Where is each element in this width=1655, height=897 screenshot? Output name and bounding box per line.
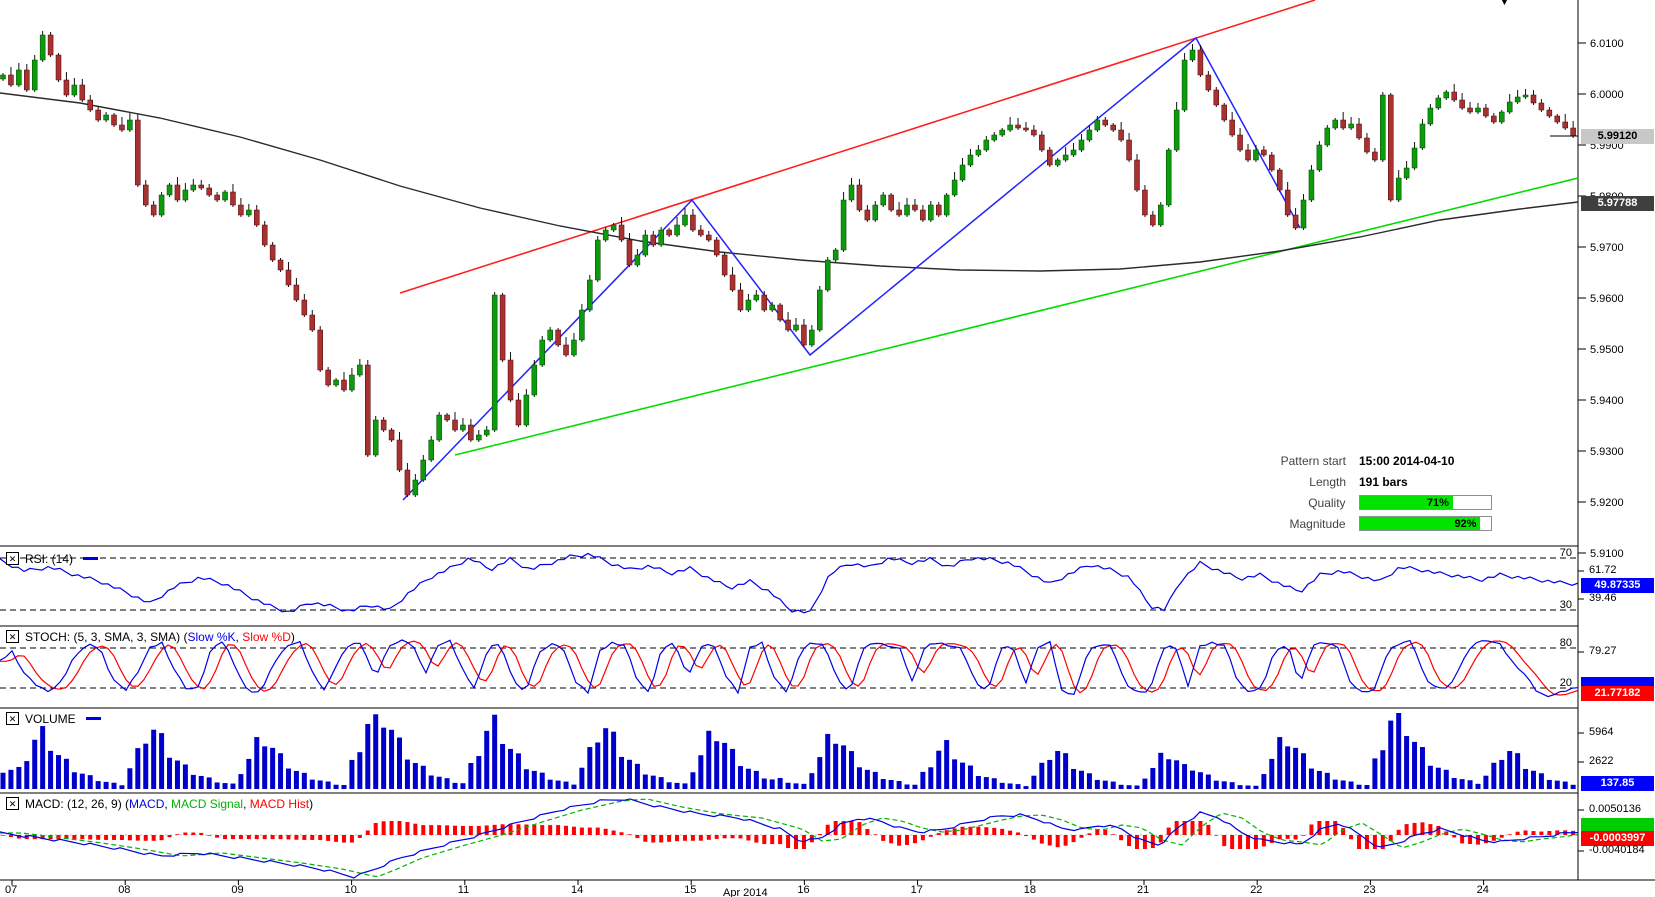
- volume-panel-header: ✕ VOLUME: [6, 711, 101, 726]
- stoch-d-value-box: 21.77182: [1581, 686, 1654, 701]
- svg-text:23: 23: [1363, 884, 1375, 896]
- svg-text:14: 14: [571, 884, 583, 896]
- svg-text:30: 30: [1560, 599, 1572, 611]
- svg-text:21: 21: [1137, 884, 1149, 896]
- rsi-axis-label-upper: 61.72: [1589, 564, 1617, 576]
- magnitude-progress-fill: 92%: [1359, 517, 1481, 530]
- svg-text:24: 24: [1477, 884, 1489, 896]
- pattern-start-row: Pattern start 15:00 2014-04-10: [1240, 450, 1492, 471]
- stoch-panel-header: ✕ STOCH: (5, 3, SMA, 3, SMA) (Slow %K, S…: [6, 629, 295, 644]
- svg-text:16: 16: [797, 884, 809, 896]
- current-price-box: 5.99120: [1581, 129, 1654, 144]
- svg-text:20: 20: [1560, 677, 1572, 689]
- macd-signal-value-box: [1581, 818, 1654, 831]
- pattern-length-value: 191 bars: [1359, 474, 1408, 489]
- pattern-start-label: Pattern start: [1280, 453, 1346, 468]
- rsi-panel-header: ✕ RSI: (14): [6, 551, 99, 566]
- stoch-slowk-label: Slow %K: [187, 629, 236, 644]
- macd-hist-label: MACD Hist: [249, 796, 310, 811]
- pattern-level-box: 5.97788: [1581, 196, 1654, 211]
- svg-text:5.9300: 5.9300: [1590, 446, 1624, 458]
- svg-text:15: 15: [684, 884, 696, 896]
- rsi-indicator-checkbox[interactable]: ✕: [6, 552, 19, 565]
- quality-progress-bar: 71%: [1358, 495, 1492, 510]
- volume-indicator-checkbox[interactable]: ✕: [6, 712, 19, 725]
- volume-axis-label-lower: 2622: [1589, 755, 1614, 767]
- magnitude-progress-bar: 92%: [1358, 516, 1492, 531]
- svg-text:70: 70: [1560, 547, 1572, 559]
- pattern-quality-row: Quality 71%: [1240, 492, 1492, 513]
- rsi-line-sample: [83, 557, 99, 560]
- svg-text:6.0100: 6.0100: [1590, 38, 1624, 50]
- pattern-magnitude-label: Magnitude: [1289, 516, 1346, 531]
- svg-text:10: 10: [345, 884, 357, 896]
- axis-marker-triangle-icon: ▼: [1499, 0, 1510, 8]
- macd-panel-title: MACD: (12, 26, 9) (MACD, MACD Signal, MA…: [25, 796, 314, 811]
- pattern-quality-label: Quality: [1308, 495, 1346, 510]
- macd-line-label: MACD: [129, 796, 165, 811]
- svg-text:5.9600: 5.9600: [1590, 293, 1624, 305]
- svg-text:22: 22: [1250, 884, 1262, 896]
- volume-panel-title: VOLUME: [25, 711, 76, 726]
- volume-axis-label-upper: 5964: [1589, 726, 1614, 738]
- macd-indicator-checkbox[interactable]: ✕: [6, 797, 19, 810]
- svg-text:5.9500: 5.9500: [1590, 344, 1624, 356]
- svg-text:80: 80: [1560, 637, 1572, 649]
- svg-text:6.0000: 6.0000: [1590, 89, 1624, 101]
- svg-text:17: 17: [911, 884, 923, 896]
- svg-text:11: 11: [458, 884, 469, 896]
- pattern-info-box: Pattern start 15:00 2014-04-10 Length 19…: [1240, 450, 1492, 534]
- macd-panel-header: ✕ MACD: (12, 26, 9) (MACD, MACD Signal, …: [6, 796, 313, 811]
- pattern-magnitude-row: Magnitude 92%: [1240, 513, 1492, 534]
- stoch-axis-label: 79.27: [1589, 645, 1617, 657]
- volume-line-sample: [85, 717, 101, 720]
- svg-text:09: 09: [231, 884, 243, 896]
- macd-axis-label-upper: 0.0050136: [1589, 803, 1641, 815]
- svg-text:07: 07: [5, 884, 17, 896]
- stoch-indicator-checkbox[interactable]: ✕: [6, 630, 19, 643]
- pattern-length-label: Length: [1309, 474, 1346, 489]
- svg-text:5.9700: 5.9700: [1590, 242, 1624, 254]
- pattern-length-row: Length 191 bars: [1240, 471, 1492, 492]
- svg-text:18: 18: [1024, 884, 1036, 896]
- stoch-slowd-label: Slow %D: [242, 629, 291, 644]
- svg-text:5.9100: 5.9100: [1590, 548, 1624, 560]
- svg-text:Apr 2014: Apr 2014: [723, 887, 768, 897]
- quality-progress-fill: 71%: [1359, 496, 1453, 509]
- rsi-axis-label-lower: 39.46: [1589, 592, 1617, 604]
- svg-text:08: 08: [118, 884, 130, 896]
- volume-value-box: 137.85: [1581, 776, 1654, 791]
- svg-text:5.9400: 5.9400: [1590, 395, 1624, 407]
- stoch-panel-title: STOCH: (5, 3, SMA, 3, SMA) (Slow %K, Slo…: [25, 629, 295, 644]
- macd-signal-label: MACD Signal: [171, 796, 244, 811]
- macd-axis-label-lower: -0.0040184: [1589, 844, 1645, 856]
- pattern-start-value: 15:00 2014-04-10: [1359, 453, 1455, 468]
- svg-text:5.9200: 5.9200: [1590, 497, 1624, 509]
- macd-hist-value-box: -0.0003997: [1581, 831, 1654, 846]
- rsi-panel-title: RSI: (14): [25, 551, 74, 566]
- rsi-value-box: 49.87335: [1581, 578, 1654, 593]
